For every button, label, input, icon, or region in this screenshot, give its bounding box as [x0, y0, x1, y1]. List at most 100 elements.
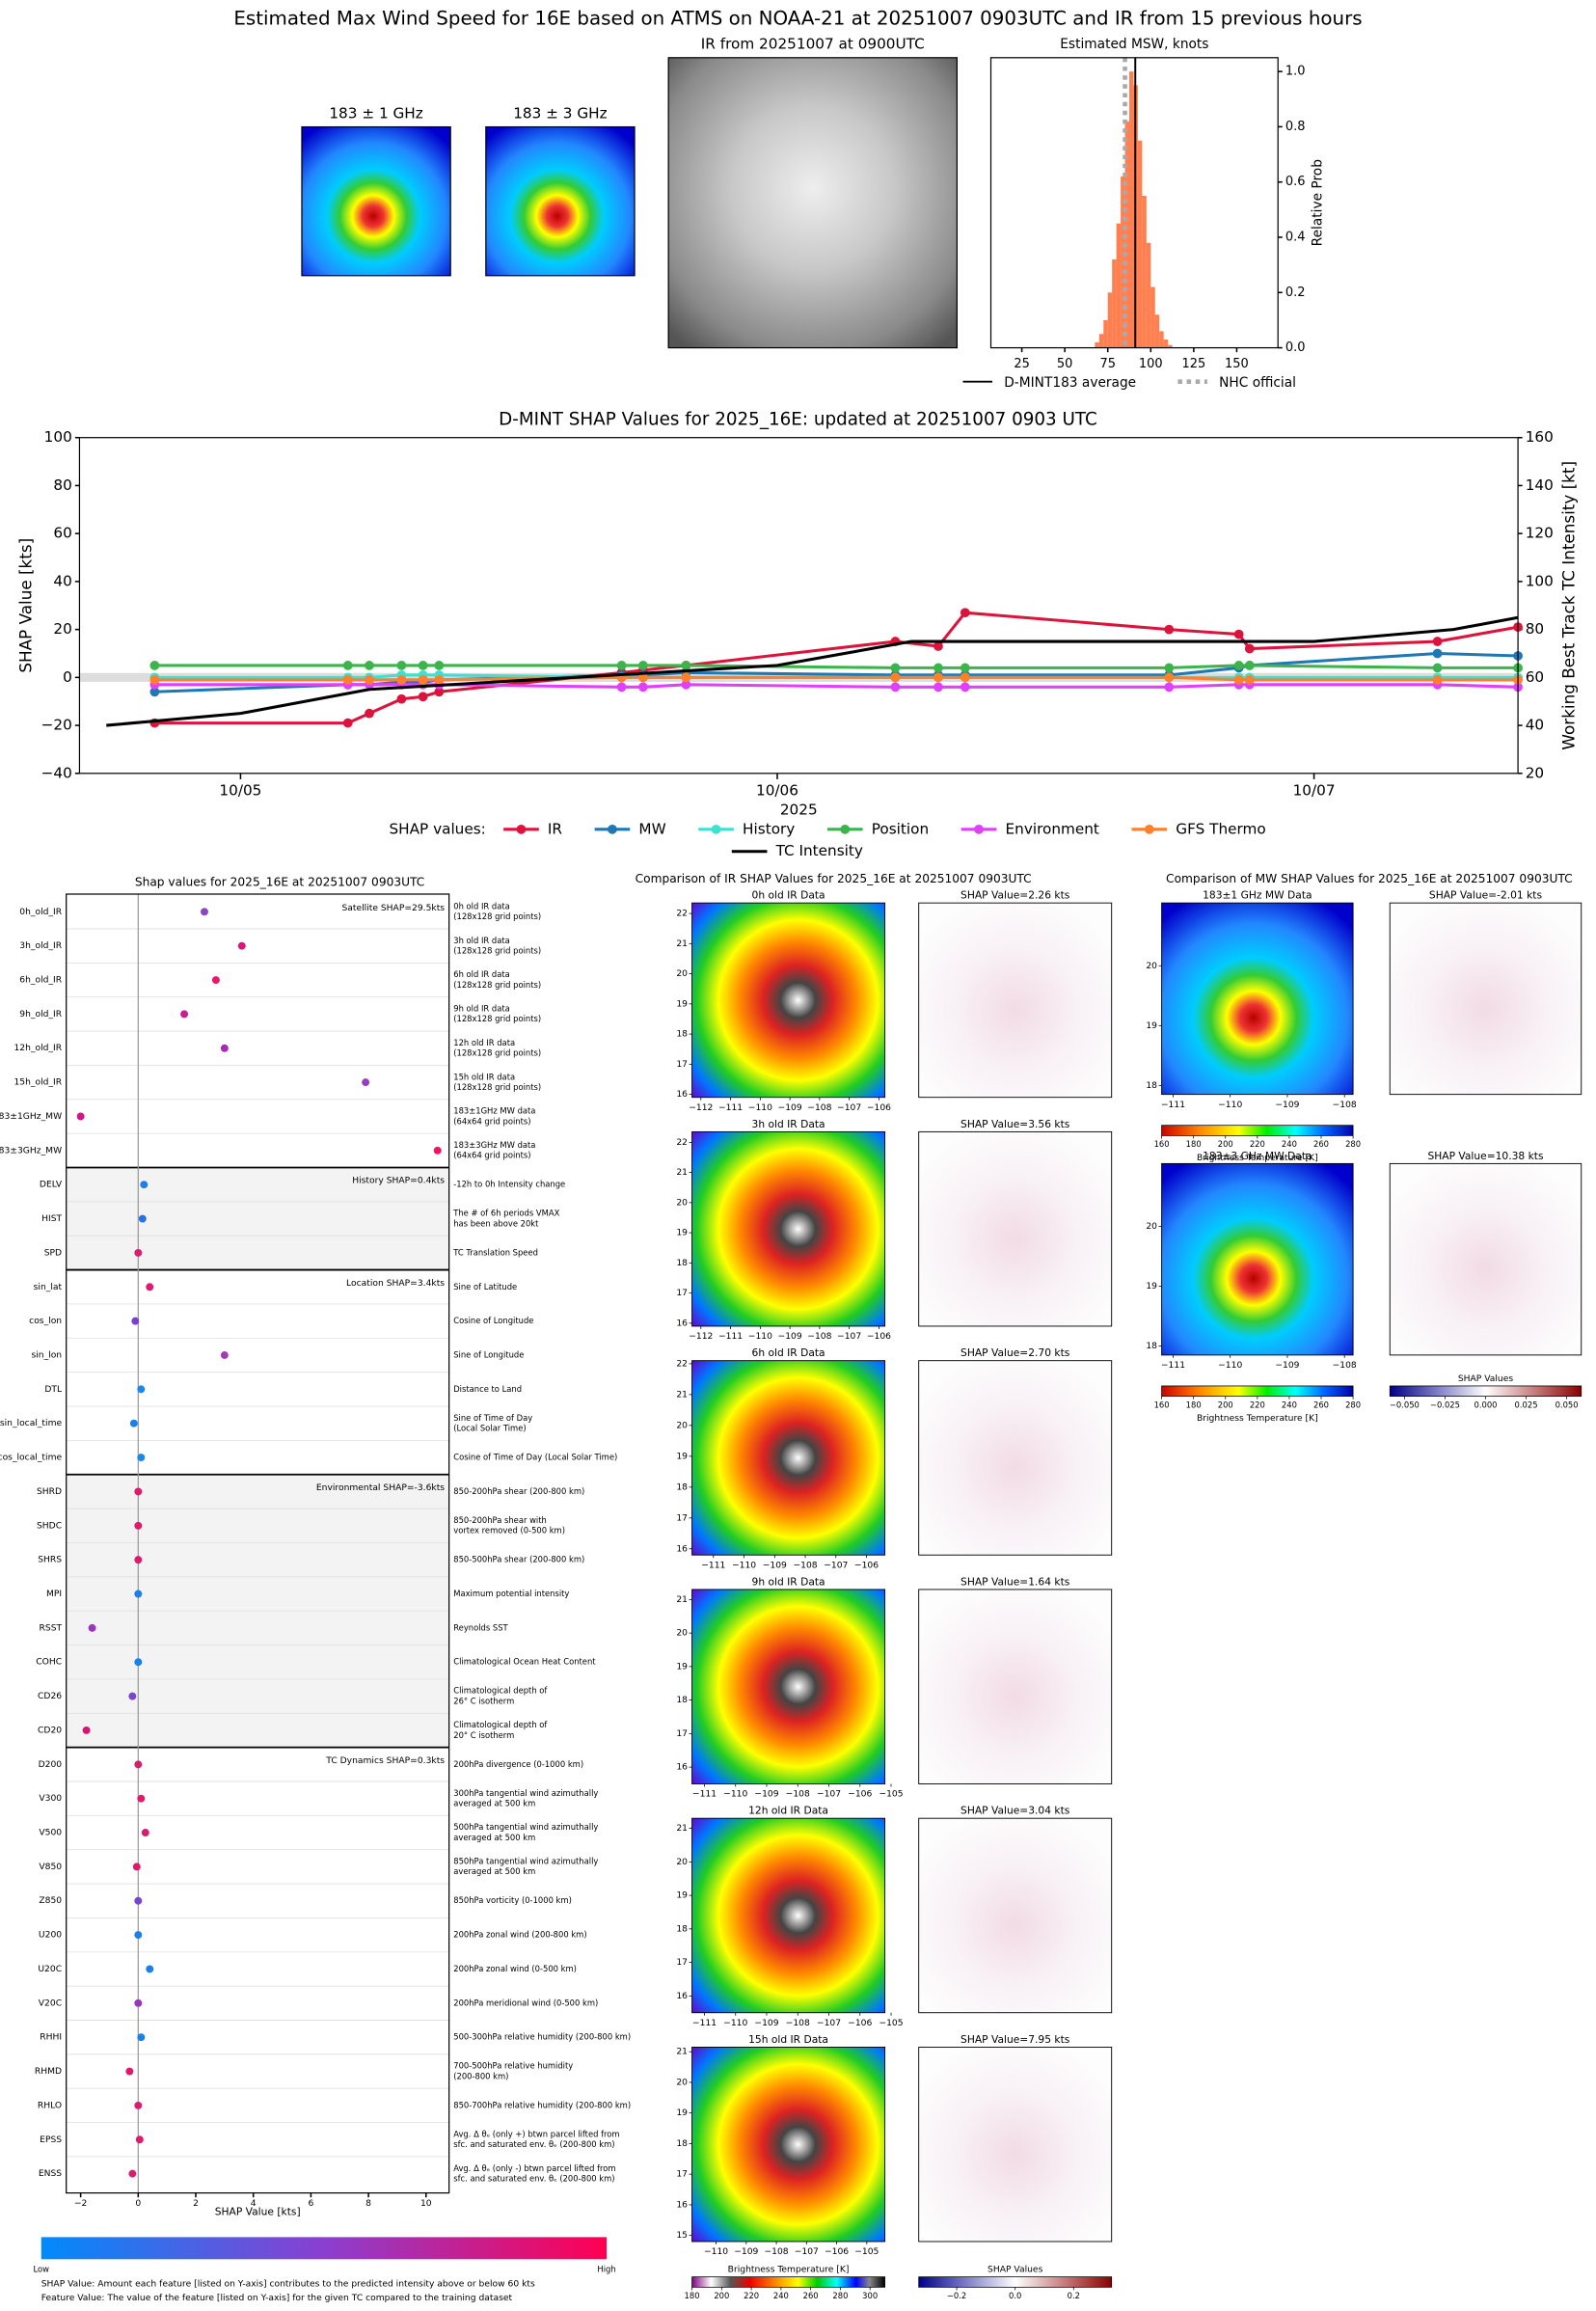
- y-tick-label: 20: [676, 2077, 688, 2087]
- colorbar-tick-label: 0.2: [1068, 2291, 1080, 2300]
- feature-description: 500hPa tangential wind azimuthally: [453, 1822, 598, 1832]
- shap-image: [918, 1130, 1113, 1327]
- feature-label: 183±1GHz_MW: [0, 1111, 62, 1122]
- colorbar-label: SHAP Values: [987, 2264, 1043, 2274]
- shap-image: [1389, 902, 1582, 1096]
- shap-image: [918, 1589, 1113, 1784]
- y2-tick-label: 60: [1526, 668, 1544, 686]
- x-tick-label: −109: [734, 2246, 758, 2257]
- colorbar-label: SHAP Values: [1458, 1373, 1514, 1384]
- feature-description: vortex removed (0-500 km): [453, 1526, 565, 1536]
- y-tick-label: 22: [676, 909, 688, 919]
- colorbar-tick-label: 180: [1186, 1400, 1202, 1409]
- plot-frame: [66, 893, 450, 2194]
- series-point: [890, 663, 901, 673]
- feature-description: 26° C isotherm: [453, 1696, 514, 1705]
- feature-label: U200: [39, 1930, 62, 1941]
- feature-dot: [134, 1590, 143, 1598]
- series-point: [1233, 661, 1244, 670]
- feature-description: (64x64 grid points): [453, 1151, 530, 1160]
- bar: [1168, 344, 1173, 348]
- feature-dot: [138, 1214, 147, 1223]
- y-tick-label: 18: [676, 2138, 688, 2149]
- x-tick-label: −106: [848, 1789, 872, 1800]
- panel-title: SHAP Value=10.38 kts: [1427, 1150, 1543, 1162]
- feature-dot: [137, 1794, 146, 1803]
- legend-label: D-MINT183 average: [1004, 375, 1136, 391]
- y-tick-label: 19: [676, 998, 688, 1009]
- y-tick-label: −20: [41, 717, 72, 734]
- legend-marker: [516, 824, 527, 834]
- series-point: [637, 672, 648, 683]
- series-point: [960, 682, 970, 693]
- series-point: [365, 674, 374, 685]
- series-point: [365, 661, 374, 670]
- x-tick-label: −109: [754, 2018, 778, 2028]
- panel-title: 12h old IR Data: [748, 1805, 828, 1817]
- chart-title: Shap values for 2025_16E at 20251007 090…: [135, 875, 424, 888]
- y-tick-label: 19: [1146, 1281, 1157, 1291]
- x-tick-label: −110: [704, 2246, 728, 2257]
- feature-dot: [76, 1112, 85, 1121]
- feature-dot: [128, 1692, 137, 1700]
- feature-dot: [128, 2169, 137, 2178]
- colorbar-tick-label: 0.050: [1555, 1400, 1579, 1409]
- x-tick-label: 150: [1225, 357, 1249, 371]
- feature-description: Avg. Δ θₑ (only +) btwn parcel lifted fr…: [453, 2129, 619, 2138]
- chart-title: Estimated MSW, knots: [1060, 37, 1208, 52]
- series-point: [149, 661, 160, 670]
- colorbar-tick-label: 260: [1313, 1400, 1329, 1409]
- x-tick-label: −110: [1218, 1360, 1242, 1371]
- group-label: TC Dynamics SHAP=0.3kts: [325, 1755, 445, 1766]
- series-point: [933, 672, 943, 683]
- series-point: [1233, 629, 1244, 639]
- x-tick-label: −105: [879, 2018, 903, 2028]
- feature-dot: [220, 1351, 229, 1359]
- feature-label: 3h_old_IR: [19, 940, 62, 951]
- feature-label: 183±3GHz_MW: [0, 1145, 62, 1156]
- bar: [1107, 292, 1113, 348]
- bar: [1098, 334, 1104, 348]
- feature-description: (Local Solar Time): [453, 1424, 526, 1433]
- satellite-image: [691, 1360, 886, 1556]
- feature-label: 9h_old_IR: [19, 1009, 62, 1020]
- y2-tick-label: 20: [1526, 764, 1544, 781]
- feature-label: sin_lat: [34, 1282, 63, 1292]
- series-point: [1432, 663, 1443, 673]
- series-point: [342, 718, 353, 728]
- feature-description: 20° C isotherm: [453, 1730, 514, 1740]
- feature-description: Distance to Land: [453, 1384, 522, 1394]
- y-tick-label: 16: [676, 1318, 688, 1328]
- series-point: [418, 692, 428, 702]
- x-tick-label: −111: [701, 1560, 725, 1570]
- feature-label: Z850: [39, 1895, 62, 1906]
- y-tick-label: 21: [676, 938, 688, 949]
- x-tick-label: −107: [795, 2246, 819, 2257]
- legend-label: MW: [638, 820, 665, 837]
- colorbar: [1161, 1125, 1354, 1136]
- x-tick-label: −107: [837, 1102, 861, 1113]
- x-tick-label: −109: [754, 1789, 778, 1800]
- feature-description: 9h old IR data: [453, 1004, 510, 1014]
- colorbar-tick-label: 280: [1345, 1139, 1361, 1149]
- panel-title: SHAP Value=1.64 kts: [960, 1575, 1070, 1588]
- colorbar-tick-label: −0.050: [1390, 1400, 1420, 1409]
- feature-label: ENSS: [39, 2168, 62, 2179]
- series-point: [1233, 674, 1244, 685]
- feature-description: averaged at 500 km: [453, 1866, 535, 1876]
- series-point: [418, 661, 428, 670]
- panel-title: SHAP Value=3.04 kts: [960, 1805, 1070, 1817]
- feature-label: RHMD: [35, 2066, 62, 2077]
- y-tick-label: 18: [676, 1029, 688, 1040]
- x-tick-label: −108: [807, 1331, 831, 1342]
- colorbar: [1389, 1385, 1582, 1398]
- y-tick-label: 17: [676, 1059, 688, 1070]
- feature-dot: [125, 2067, 134, 2076]
- y-tick-label: 16: [676, 1762, 688, 1773]
- x-tick-label: 100: [1139, 357, 1163, 371]
- series-point: [933, 641, 943, 651]
- feature-label: 12h_old_IR: [14, 1043, 62, 1053]
- x-tick-label: −2: [74, 2198, 88, 2209]
- y-tick-label: 60: [53, 525, 71, 542]
